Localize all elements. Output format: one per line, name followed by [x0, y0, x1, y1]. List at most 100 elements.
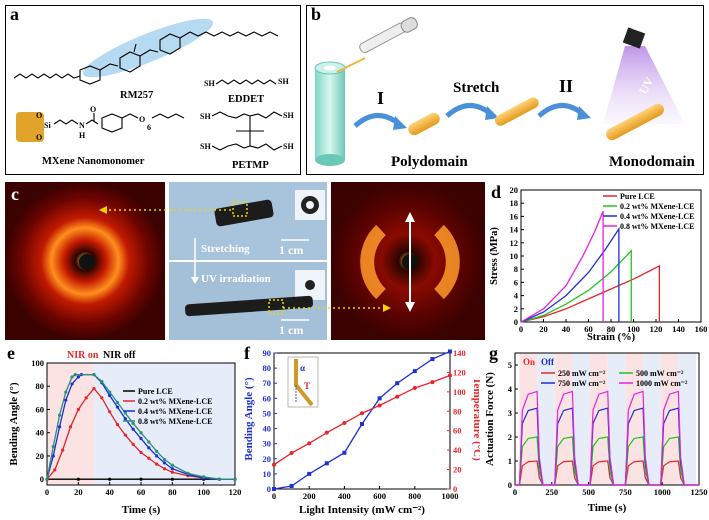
y-tick-label: 0	[267, 484, 271, 494]
svg-text:SH: SH	[200, 142, 211, 151]
panel-g: g 0 250 500 750 1000 1250 0 1 2 3 4 5 250 mW cm⁻² 500…	[483, 343, 709, 520]
arrow-step-1	[353, 113, 401, 128]
series-line-1	[515, 436, 699, 486]
x-tick-label: 500	[582, 487, 595, 497]
xray-and-photos: Stretching UV irradiation 1 cm 1 cm	[5, 182, 485, 340]
y-tick-label: 4	[508, 384, 513, 394]
y-axis-label: Bending Angle (°)	[8, 382, 20, 466]
y-tick-label: 2	[508, 432, 512, 442]
nir-on-region	[47, 363, 94, 485]
monodomain-label: Monodomain	[609, 154, 696, 170]
stretching-label: Stretching	[201, 243, 250, 255]
series-line-3	[520, 210, 604, 323]
y-tick-label: 10	[263, 469, 272, 479]
off-region-1	[572, 353, 591, 485]
series-point-3	[115, 400, 120, 405]
series-point-3	[147, 440, 151, 444]
x-tick-label: 60	[584, 324, 593, 334]
on-region-3	[625, 353, 644, 485]
x-tick-label: 20	[539, 324, 548, 334]
eddet-name: EDDET	[228, 94, 264, 105]
x-tick-label: 400	[338, 491, 351, 501]
y-tick-label: 8	[514, 264, 518, 274]
series-point-3	[202, 475, 206, 479]
x-tick-label: 140	[672, 324, 685, 334]
y-tick-label: 0	[508, 480, 512, 490]
mxene-nanomonomer-name: MXene Nanomonomer	[42, 156, 145, 167]
series-line-2	[520, 226, 620, 323]
y-right-tick-label: 120	[453, 367, 466, 377]
actuation-force-chart: 0 250 500 750 1000 1250 0 1 2 3 4 5 250 mW cm⁻² 500 m…	[484, 352, 708, 514]
series-point-1	[92, 386, 96, 391]
uv-irradiation-label: UV irradiation	[201, 273, 271, 285]
on-region-1	[554, 353, 573, 485]
panel-b-label: b	[311, 4, 322, 24]
y-tick-label: 16	[510, 211, 519, 221]
series-point-3	[100, 379, 104, 384]
y-left-axis-label: Bending Angle (°)	[244, 377, 255, 461]
scale-bar-label-1: 1 cm	[279, 243, 303, 257]
light-intensity-chart: 0 200 400 600 800 100001020304050607080900204…	[244, 348, 480, 516]
series-point-1	[155, 462, 159, 466]
series-point-3	[73, 373, 77, 377]
series-point-3	[233, 477, 237, 481]
rm257-name: RM257	[120, 90, 153, 101]
svg-text:O: O	[90, 105, 96, 114]
legend-entry-0: Pure LCE	[620, 192, 655, 201]
series-point-3	[70, 375, 74, 379]
x-tick-label: 100	[627, 324, 640, 334]
y-right-tick-label: 60	[453, 426, 462, 436]
legend-entry-0: 250 mW cm⁻²	[558, 369, 606, 378]
y-tick-label: 50	[263, 408, 272, 418]
panel-a: a RM257 SH SH EDDET	[5, 4, 301, 175]
series-point-3	[139, 431, 143, 435]
series-point-1	[342, 420, 347, 425]
panel-f: f 0 200 400 600 800 1000 0 10 20 30 40 50 60 70 80 90 0 2…	[244, 343, 480, 520]
series-point-2	[170, 467, 174, 471]
series-point-0	[139, 477, 143, 481]
svg-text:SH: SH	[278, 77, 289, 86]
arrow-step-2	[445, 103, 493, 118]
series-point-3	[217, 477, 221, 481]
series-point-1	[272, 462, 276, 467]
legend-entry-1: 0.2 wt% MXene-LCE	[138, 397, 212, 406]
rm257-highlight	[82, 18, 214, 78]
series-point-2	[162, 461, 167, 465]
x-tick-label: 1000	[654, 487, 671, 497]
inset-t-label: T	[304, 381, 310, 391]
series-point-1	[131, 442, 135, 446]
series-point-3	[51, 445, 55, 449]
y-tick-label: 60	[263, 393, 272, 403]
legend-entry-1: 0.2 wt% MXene-LCE	[620, 202, 694, 211]
series-point-2	[108, 393, 112, 398]
y-tick-label: 70	[263, 378, 272, 388]
step-i-label: I	[377, 88, 384, 108]
legend-entry-1: 500 mW cm⁻²	[636, 369, 684, 378]
series-point-1	[412, 385, 417, 390]
series-line-1	[520, 249, 632, 323]
x-tick-label: 160	[695, 324, 708, 334]
y-axis-label: Stress (MPa)	[489, 227, 500, 285]
series-point-3	[186, 471, 190, 475]
uv-lamp-icon	[622, 27, 646, 49]
series-point-1	[123, 433, 127, 437]
legend-entry-3: 1000 mW cm⁻²	[636, 379, 688, 388]
y-right-tick-label: 20	[453, 465, 462, 475]
series-point-0	[108, 477, 112, 481]
series-point-1	[68, 425, 73, 429]
x-tick-label: 0	[513, 487, 517, 497]
mxene-nanomonomer-structure	[53, 113, 185, 133]
on-label: On	[523, 357, 535, 367]
series-point-0	[377, 396, 382, 401]
x-tick-label: 1000	[442, 491, 459, 501]
y-tick-label: 0	[40, 474, 44, 484]
x-tick-label: 40	[562, 324, 571, 334]
y-tick-label: 80	[36, 381, 45, 391]
inset-frame	[287, 356, 319, 408]
panel-e-label: e	[7, 343, 15, 363]
arrow-step-3	[537, 103, 585, 118]
series-point-1	[395, 394, 400, 399]
series-point-3	[162, 457, 167, 462]
lce-sample-long	[185, 295, 313, 317]
series-point-3	[57, 413, 62, 417]
